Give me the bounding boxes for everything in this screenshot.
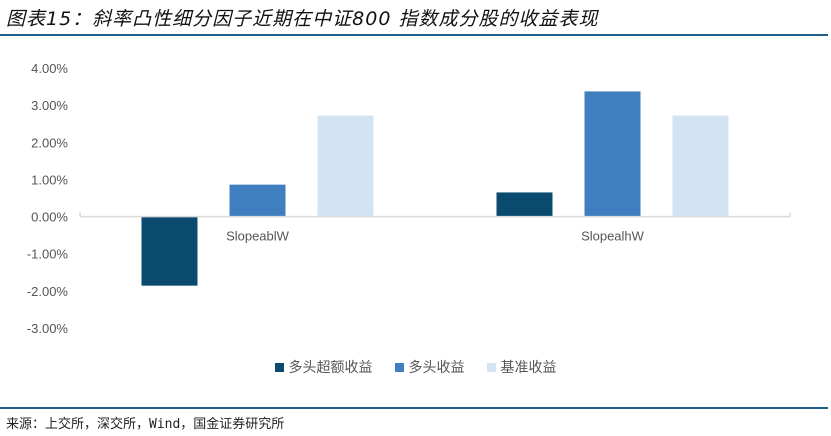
legend-item-benchmark: 基准收益	[486, 357, 557, 377]
bar-chart: 4.00% 3.00% 2.00% 1.00% 0.00% -1.00% -2.00% -3.…	[27, 61, 791, 336]
y-tick-label: 3.00%	[31, 98, 68, 113]
y-tick-label: 2.00%	[31, 135, 68, 150]
legend-swatch	[486, 362, 496, 372]
footer-divider	[0, 407, 828, 409]
bar-0-2	[317, 115, 374, 217]
chart-legend: 多头超额收益 多头收益 基准收益	[0, 357, 831, 377]
bar-0-1	[229, 184, 286, 217]
y-tick-label: 0.00%	[31, 210, 68, 225]
y-tick-label: -3.00%	[27, 321, 69, 336]
legend-swatch	[394, 362, 404, 372]
legend-label: 基准收益	[500, 360, 557, 376]
bar-0-0	[141, 216, 198, 286]
bar-1-2	[672, 115, 729, 217]
x-category-label: SlopeablW	[226, 229, 290, 244]
bar-1-1	[584, 91, 641, 217]
legend-label: 多头超额收益	[288, 360, 373, 376]
y-tick-label: 1.00%	[31, 172, 68, 187]
title-divider	[0, 34, 828, 36]
legend-item-excess: 多头超额收益	[274, 357, 373, 377]
legend-swatch	[274, 362, 284, 372]
legend-item-long: 多头收益	[394, 357, 465, 377]
x-category-label: SlopealhW	[581, 229, 645, 244]
y-tick-label: 4.00%	[31, 61, 68, 76]
bar-1-0	[496, 192, 553, 217]
y-tick-label: -2.00%	[27, 284, 69, 299]
source-note: 来源：上交所，深交所，Wind，国金证券研究所	[6, 417, 285, 432]
legend-label: 多头收益	[408, 360, 465, 376]
chart-title: 图表15：斜率凸性细分因子近期在中证800 指数成分股的收益表现	[6, 8, 599, 30]
y-tick-label: -1.00%	[27, 247, 69, 262]
